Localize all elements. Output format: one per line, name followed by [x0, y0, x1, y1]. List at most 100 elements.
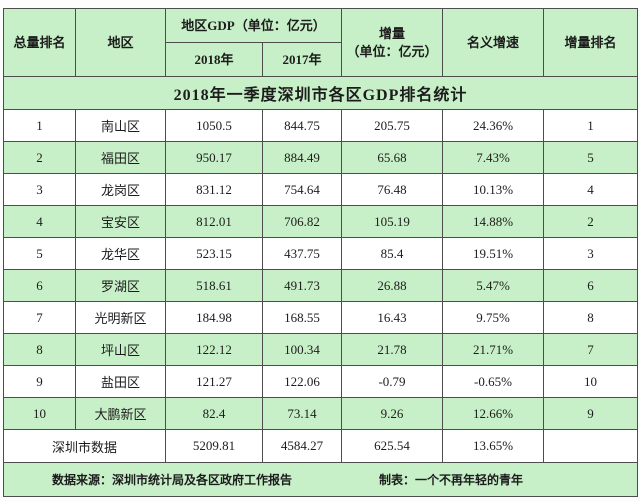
- table-body: 1 南山区 1050.5 844.75 205.75 24.36% 1 2 福田…: [4, 110, 638, 497]
- cell-inc-rank: 2: [544, 206, 638, 238]
- table-row: 4 宝安区 812.01 706.82 105.19 14.88% 2: [4, 206, 638, 238]
- cell-growth: -0.65%: [443, 366, 544, 398]
- cell-inc-rank: 1: [544, 110, 638, 142]
- header-total-rank: 总量排名: [4, 9, 76, 77]
- cell-rank: 4: [4, 206, 76, 238]
- cell-gdp2017: 844.75: [263, 110, 342, 142]
- total-row: 深圳市数据 5209.81 4584.27 625.54 13.65%: [4, 430, 638, 463]
- cell-increment: 9.26: [342, 398, 443, 430]
- cell-district: 南山区: [76, 110, 166, 142]
- title-row: 2018年一季度深圳市各区GDP排名统计: [4, 77, 638, 110]
- header-gdp-group: 地区GDP（单位：亿元）: [166, 9, 342, 43]
- cell-district: 福田区: [76, 142, 166, 174]
- cell-rank: 7: [4, 302, 76, 334]
- cell-gdp2018: 122.12: [166, 334, 263, 366]
- cell-growth: 24.36%: [443, 110, 544, 142]
- table-row: 5 龙华区 523.15 437.75 85.4 19.51% 3: [4, 238, 638, 270]
- cell-gdp2017: 100.34: [263, 334, 342, 366]
- cell-rank: 6: [4, 270, 76, 302]
- cell-district: 龙华区: [76, 238, 166, 270]
- gdp-ranking-table: 2018年一季度深圳市各区GDP排名统计 总量排名 地区 地区GDP（单位：亿元…: [3, 8, 638, 497]
- table-row: 6 罗湖区 518.61 491.73 26.88 5.47% 6: [4, 270, 638, 302]
- cell-inc-rank: 9: [544, 398, 638, 430]
- cell-gdp2017: 122.06: [263, 366, 342, 398]
- footer-row: 数据来源：深圳市统计局及各区政府工作报告 制表：一个不再年轻的青年: [4, 463, 638, 497]
- cell-inc-rank: 6: [544, 270, 638, 302]
- cell-gdp2017: 884.49: [263, 142, 342, 174]
- cell-increment: 105.19: [342, 206, 443, 238]
- header-increment-line2: （单位：亿元）: [347, 44, 438, 59]
- table-header: 总量排名 地区 地区GDP（单位：亿元） 增量 （单位：亿元） 名义增速 增量排…: [4, 9, 638, 77]
- cell-growth: 9.75%: [443, 302, 544, 334]
- cell-increment: 26.88: [342, 270, 443, 302]
- header-increment: 增量 （单位：亿元）: [342, 9, 443, 77]
- table-row: 7 光明新区 184.98 168.55 16.43 9.75% 8: [4, 302, 638, 334]
- cell-inc-rank: 10: [544, 366, 638, 398]
- header-year-2018: 2018年: [166, 43, 263, 77]
- cell-inc-rank: 3: [544, 238, 638, 270]
- cell-inc-rank: 7: [544, 334, 638, 366]
- footer: 数据来源：深圳市统计局及各区政府工作报告 制表：一个不再年轻的青年: [4, 471, 637, 488]
- cell-gdp2018: 121.27: [166, 366, 263, 398]
- header-increment-rank: 增量排名: [544, 9, 638, 77]
- cell-district: 坪山区: [76, 334, 166, 366]
- header-district: 地区: [76, 9, 166, 77]
- cell-rank: 1: [4, 110, 76, 142]
- table-row: 10 大鹏新区 82.4 73.14 9.26 12.66% 9: [4, 398, 638, 430]
- header-year-2017: 2017年: [263, 43, 342, 77]
- cell-increment: -0.79: [342, 366, 443, 398]
- cell-increment: 85.4: [342, 238, 443, 270]
- cell-increment: 21.78: [342, 334, 443, 366]
- header-nominal-growth: 名义增速: [443, 9, 544, 77]
- cell-gdp2018: 831.12: [166, 174, 263, 206]
- cell-district: 光明新区: [76, 302, 166, 334]
- cell-gdp2018: 82.4: [166, 398, 263, 430]
- cell-increment: 205.75: [342, 110, 443, 142]
- cell-inc-rank: 4: [544, 174, 638, 206]
- header-row-main: 总量排名 地区 地区GDP（单位：亿元） 增量 （单位：亿元） 名义增速 增量排…: [4, 9, 638, 43]
- cell-gdp2018: 518.61: [166, 270, 263, 302]
- header-increment-line1: 增量: [379, 26, 405, 41]
- total-inc-rank: [544, 430, 638, 463]
- cell-rank: 10: [4, 398, 76, 430]
- cell-district: 罗湖区: [76, 270, 166, 302]
- gdp-ranking-sheet: 2018年一季度深圳市各区GDP排名统计 总量排名 地区 地区GDP（单位：亿元…: [3, 8, 637, 497]
- cell-rank: 2: [4, 142, 76, 174]
- cell-growth: 12.66%: [443, 398, 544, 430]
- table-row: 3 龙岗区 831.12 754.64 76.48 10.13% 4: [4, 174, 638, 206]
- cell-rank: 5: [4, 238, 76, 270]
- cell-increment: 65.68: [342, 142, 443, 174]
- creator-note: 制表：一个不再年轻的青年: [379, 471, 523, 488]
- cell-gdp2017: 754.64: [263, 174, 342, 206]
- cell-gdp2017: 491.73: [263, 270, 342, 302]
- cell-gdp2018: 1050.5: [166, 110, 263, 142]
- cell-gdp2017: 437.75: [263, 238, 342, 270]
- cell-rank: 8: [4, 334, 76, 366]
- cell-gdp2018: 950.17: [166, 142, 263, 174]
- table-row: 1 南山区 1050.5 844.75 205.75 24.36% 1: [4, 110, 638, 142]
- cell-gdp2017: 168.55: [263, 302, 342, 334]
- cell-increment: 16.43: [342, 302, 443, 334]
- cell-inc-rank: 5: [544, 142, 638, 174]
- cell-gdp2018: 184.98: [166, 302, 263, 334]
- cell-gdp2017: 706.82: [263, 206, 342, 238]
- cell-district: 盐田区: [76, 366, 166, 398]
- total-increment: 625.54: [342, 430, 443, 463]
- cell-increment: 76.48: [342, 174, 443, 206]
- cell-growth: 19.51%: [443, 238, 544, 270]
- total-label: 深圳市数据: [4, 430, 166, 463]
- cell-gdp2017: 73.14: [263, 398, 342, 430]
- total-growth: 13.65%: [443, 430, 544, 463]
- cell-growth: 7.43%: [443, 142, 544, 174]
- cell-gdp2018: 812.01: [166, 206, 263, 238]
- cell-growth: 14.88%: [443, 206, 544, 238]
- page-title: 2018年一季度深圳市各区GDP排名统计: [4, 77, 638, 110]
- table-row: 2 福田区 950.17 884.49 65.68 7.43% 5: [4, 142, 638, 174]
- cell-district: 龙岗区: [76, 174, 166, 206]
- cell-growth: 5.47%: [443, 270, 544, 302]
- total-gdp2018: 5209.81: [166, 430, 263, 463]
- cell-gdp2018: 523.15: [166, 238, 263, 270]
- table-row: 8 坪山区 122.12 100.34 21.78 21.71% 7: [4, 334, 638, 366]
- cell-growth: 10.13%: [443, 174, 544, 206]
- cell-rank: 3: [4, 174, 76, 206]
